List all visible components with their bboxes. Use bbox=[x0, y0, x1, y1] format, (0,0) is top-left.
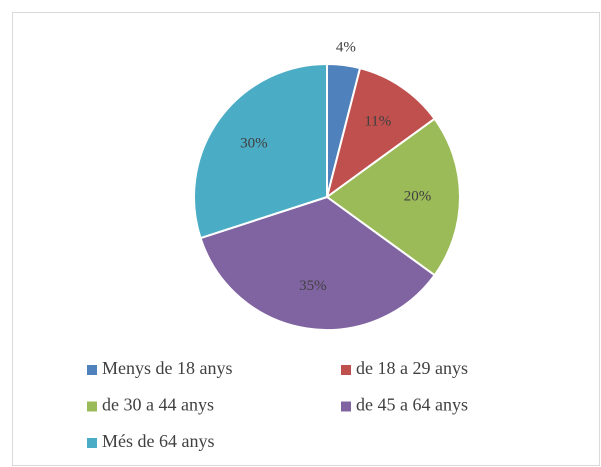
legend-label: Menys de 18 anys bbox=[102, 358, 232, 378]
legend-marker bbox=[341, 365, 351, 375]
legend-label: de 30 a 44 anys bbox=[102, 395, 214, 415]
pie-slice bbox=[193, 62, 328, 240]
data-label: 4% bbox=[336, 39, 356, 55]
pie-slice bbox=[325, 66, 436, 200]
legend-marker bbox=[87, 401, 97, 412]
data-label: 11% bbox=[364, 114, 391, 130]
pie-slice bbox=[325, 117, 461, 277]
pie-slice bbox=[199, 195, 436, 331]
data-label: 20% bbox=[404, 188, 432, 204]
legend-label: Més de 64 anys bbox=[102, 431, 214, 451]
data-label: 35% bbox=[299, 278, 327, 294]
data-label: 30% bbox=[240, 135, 268, 151]
legend-label: de 18 a 29 anys bbox=[356, 358, 468, 378]
legend-marker bbox=[341, 401, 351, 412]
legend-label: de 45 a 64 anys bbox=[356, 395, 468, 415]
legend-marker bbox=[87, 438, 97, 448]
legend-marker bbox=[87, 365, 97, 375]
